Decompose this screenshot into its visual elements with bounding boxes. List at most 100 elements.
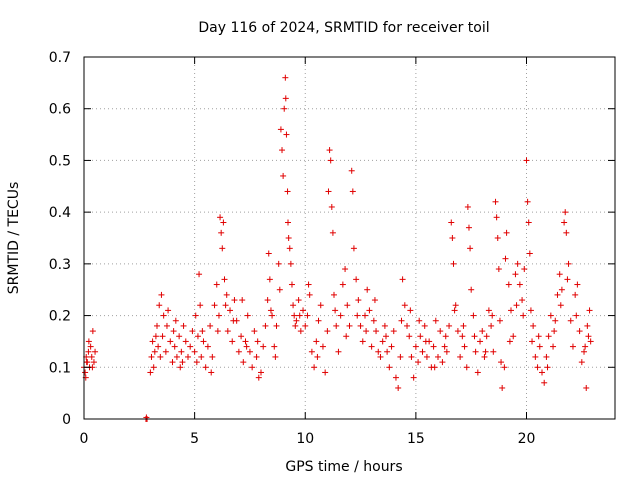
data-point [416,317,423,324]
data-point [355,297,362,304]
data-point [283,131,290,138]
data-point [557,302,564,309]
data-point [463,364,470,371]
data-point [149,338,156,345]
data-point [488,322,495,329]
data-point [297,328,304,335]
data-point [349,188,356,195]
data-point [543,353,550,360]
y-tick-label: 0 [62,412,71,428]
data-point [304,312,311,319]
data-point [472,348,479,355]
data-point [305,281,312,288]
data-point [249,364,256,371]
plot-frame [83,56,616,420]
data-point [332,307,339,314]
data-point [348,167,355,174]
data-point [191,348,198,355]
data-point [485,307,492,314]
data-point [368,343,375,350]
data-point [410,374,417,381]
data-point [535,333,542,340]
data-point [196,271,203,278]
data-point [523,157,530,164]
data-point [192,312,199,319]
data-point [339,281,346,288]
data-point [452,302,459,309]
data-point [224,328,231,335]
data-point [534,364,541,371]
data-point [432,317,439,324]
data-point [266,276,273,283]
data-point [370,317,377,324]
data-point [204,343,211,350]
data-point [328,203,335,210]
data-point [574,281,581,288]
data-point [300,307,307,314]
data-point [520,312,527,319]
data-point [554,291,561,298]
data-point [231,297,238,304]
data-point [373,328,380,335]
data-point [514,260,521,267]
data-point [353,276,360,283]
data-point [218,229,225,236]
data-point [194,333,201,340]
data-point [448,219,455,226]
data-point [163,322,170,329]
data-point [454,328,461,335]
data-point [337,312,344,319]
data-point [375,348,382,355]
data-point [512,271,519,278]
data-point [219,245,226,252]
data-point [207,322,214,329]
data-point [536,343,543,350]
data-point [199,328,206,335]
data-point [527,307,534,314]
data-point [172,317,179,324]
data-point [262,322,269,329]
data-point [267,307,274,314]
data-point [519,297,526,304]
data-point [496,317,503,324]
data-point [379,338,386,345]
data-point [524,198,531,205]
data-point [482,348,489,355]
data-point [383,333,390,340]
data-point [392,374,399,381]
data-point [415,359,422,366]
data-point [544,364,551,371]
data-point [569,343,576,350]
data-point [215,312,222,319]
data-point [273,322,280,329]
data-point [435,353,441,360]
data-point [243,343,250,350]
data-point [474,369,481,376]
data-point [280,172,287,179]
data-point [460,322,467,329]
data-point [326,147,333,154]
data-point [412,343,419,350]
data-point [423,353,430,360]
x-tick-label: 5 [190,431,199,447]
data-point [331,291,338,298]
data-point [292,322,299,329]
data-point [443,348,450,355]
data-point [244,312,251,319]
data-point [581,348,588,355]
data-point [547,312,554,319]
data-point [90,359,97,366]
data-point [89,328,96,335]
data-point [260,343,267,350]
data-point [335,348,342,355]
data-point [155,343,162,350]
data-point [165,307,172,314]
data-point [406,333,413,340]
data-point [586,307,593,314]
data-point [302,322,309,329]
data-point [213,281,220,288]
data-point [254,338,261,345]
data-point [157,353,164,360]
data-point [221,276,228,283]
